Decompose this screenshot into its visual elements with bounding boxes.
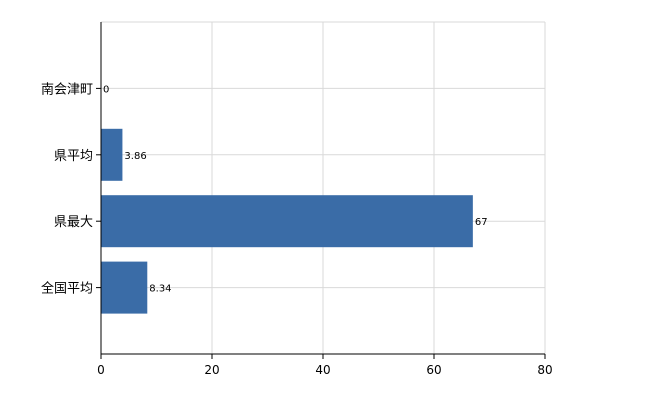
bar-1 [101,128,123,181]
bar-2 [101,195,473,248]
x-tick-label: 60 [426,363,441,377]
labels: 0 20 40 60 80 南会津町 0 県平均 3.86 県最大 67 全国平均 8.34 [41,81,553,377]
x-tick-label: 80 [537,363,552,377]
x-tick-label: 40 [315,363,330,377]
bar-3 [101,261,148,314]
data-label: 0 [103,84,109,95]
category-label: 県最大 [54,215,93,230]
data-label: 3.86 [124,151,146,162]
category-label: 県平均 [54,149,93,164]
data-label: 67 [475,217,488,228]
category-label: 南会津町 [41,81,93,97]
x-tick-label: 20 [204,363,219,377]
grid-lines [101,21,546,354]
data-label: 8.34 [149,284,171,295]
category-label: 全国平均 [41,281,93,297]
x-tick-label: 0 [97,363,105,377]
ticks [96,87,546,359]
bars [101,128,473,314]
